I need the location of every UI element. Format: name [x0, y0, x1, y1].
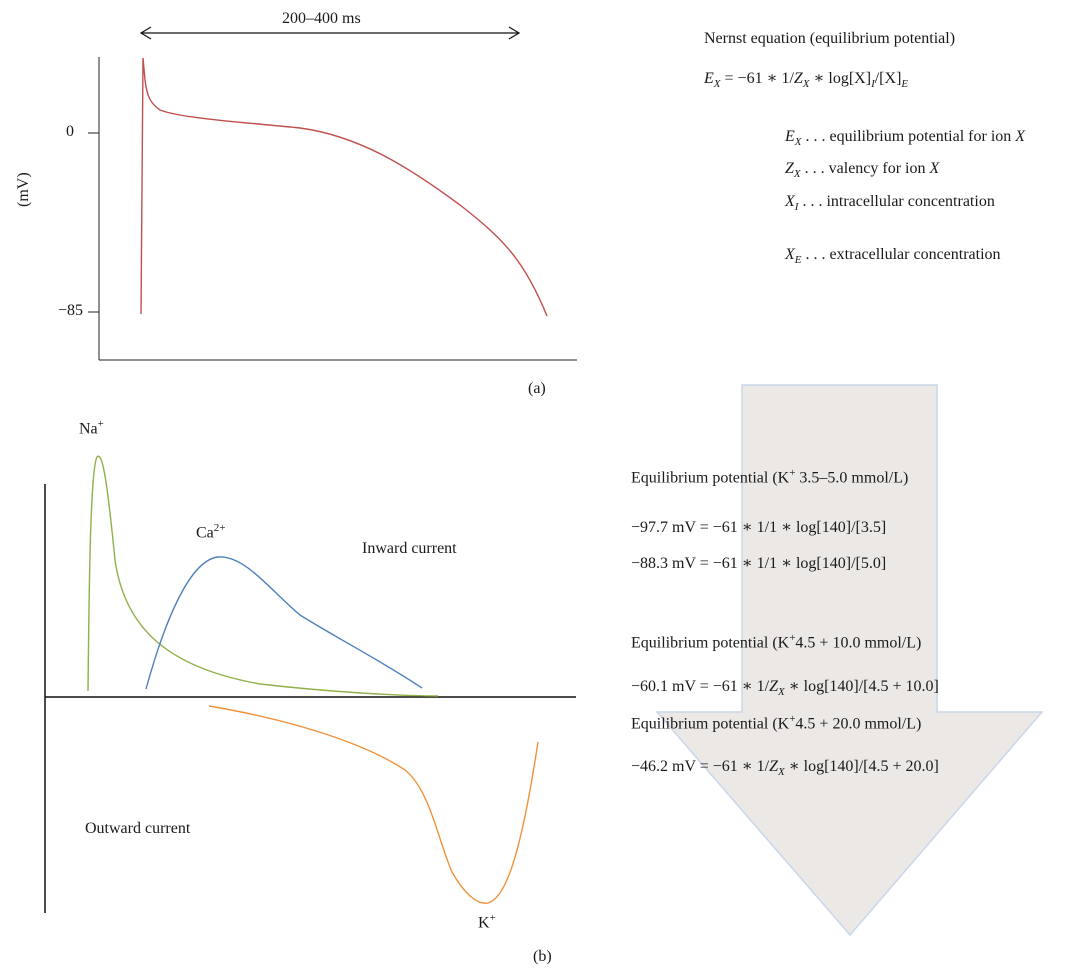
- panel-a-caption: (a): [528, 380, 546, 397]
- legend-zx: ZX . . . valency for ion X: [785, 160, 940, 181]
- na-current-curve: [87, 455, 439, 697]
- outward-current-label: Outward current: [85, 820, 191, 837]
- legend-xi: XI . . . intracellular concentration: [785, 193, 995, 214]
- down-arrow-shape: [655, 384, 1044, 937]
- duration-double-arrow: [139, 26, 521, 40]
- y-tick-neg85: −85: [58, 302, 84, 319]
- ca-label: Ca2+: [196, 522, 226, 542]
- eq-block3-title: Equilibrium potential (K+4.5 + 20.0 mmol…: [631, 713, 922, 733]
- panel-b-caption: (b): [533, 948, 552, 965]
- k-current-curve: [208, 705, 539, 904]
- nernst-title: Nernst equation (equilibrium potential): [704, 30, 956, 47]
- eq-block1-line2: −88.3 mV = −61 ∗ 1/1 ∗ log[140]/[5.0]: [631, 555, 887, 572]
- na-label: Na+: [79, 418, 104, 438]
- duration-label: 200–400 ms: [282, 10, 361, 27]
- inward-current-label: Inward current: [362, 540, 457, 557]
- nernst-equation: EX = −61 ∗ 1/ZX ∗ log[X]I/[X]E: [704, 70, 909, 91]
- y-axis-label: (mV): [15, 172, 32, 207]
- action-potential-curve: [140, 57, 548, 317]
- eq-block3-line: −46.2 mV = −61 ∗ 1/ZX ∗ log[140]/[4.5 + …: [631, 758, 939, 779]
- eq-block1-title: Equilibrium potential (K+ 3.5–5.0 mmol/L…: [631, 467, 909, 487]
- legend-ex: EX . . . equilibrium potential for ion X: [785, 128, 1026, 149]
- eq-block1-line1: −97.7 mV = −61 ∗ 1/1 ∗ log[140]/[3.5]: [631, 519, 887, 536]
- y-tick-0: 0: [66, 123, 74, 140]
- ca-current-curve: [145, 556, 423, 690]
- k-label: K+: [478, 912, 496, 932]
- eq-block2-title: Equilibrium potential (K+4.5 + 10.0 mmol…: [631, 632, 922, 652]
- eq-block2-line: −60.1 mV = −61 ∗ 1/ZX ∗ log[140]/[4.5 + …: [631, 678, 939, 699]
- legend-xe: XE . . . extracellular concentration: [785, 246, 1001, 267]
